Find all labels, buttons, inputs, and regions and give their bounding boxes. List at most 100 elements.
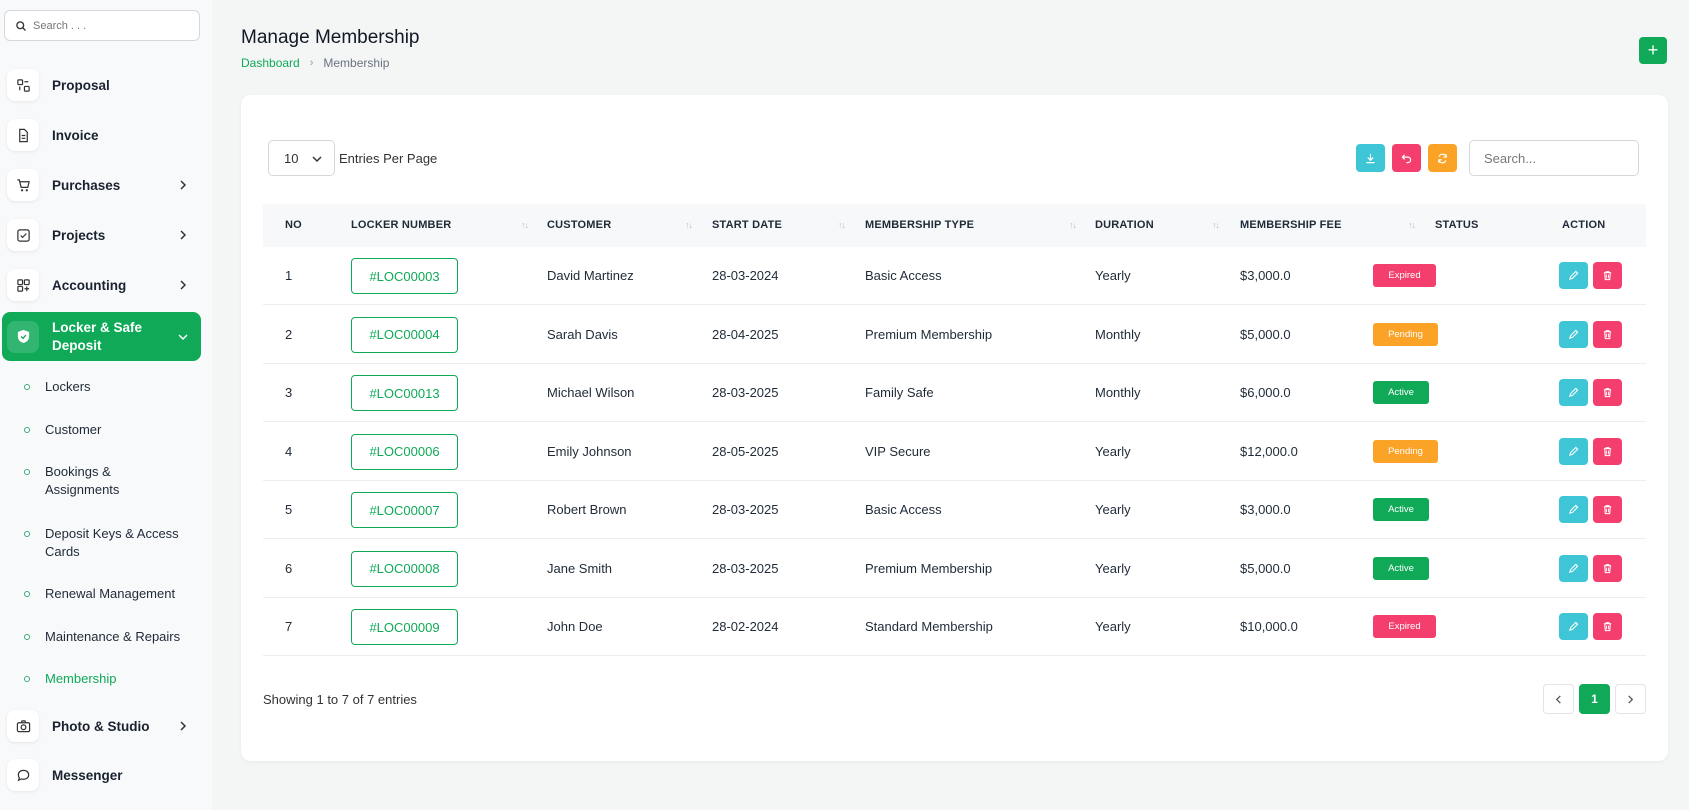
download-icon: [1366, 153, 1375, 163]
status-badge: Expired: [1373, 264, 1436, 287]
sort-icon[interactable]: ↑↓: [521, 220, 529, 230]
chevron-right-icon: [180, 280, 187, 290]
cell-no: 7: [285, 619, 293, 634]
entries-per-page-label: Entries Per Page: [339, 151, 438, 166]
sidebar: Search . . . Proposal Invoice Purchases …: [0, 0, 212, 810]
download-button[interactable]: [1356, 144, 1385, 172]
sidebar-subitem-label: Membership: [45, 671, 117, 686]
add-membership-button[interactable]: +: [1639, 37, 1667, 64]
edit-button[interactable]: [1559, 262, 1588, 289]
edit-button[interactable]: [1559, 437, 1588, 465]
pencil-icon: [1568, 387, 1579, 398]
locker-number-link[interactable]: #LOC00007: [351, 492, 458, 528]
trash-icon: [1603, 505, 1612, 515]
cell-customer: Jane Smith: [547, 560, 613, 576]
delete-button[interactable]: [1593, 554, 1622, 582]
sidebar-item-label: Photo & Studio: [52, 718, 150, 734]
edit-button[interactable]: [1559, 379, 1588, 406]
column-header-locker-number[interactable]: LOCKER NUMBER: [351, 219, 452, 231]
table-row: 7 #LOC00009 John Doe 28-02-2024 Standard Mem…: [263, 598, 1646, 656]
table-row: 6 #LOC00008 Jane Smith 28-03-2025 Premium Me…: [263, 540, 1646, 598]
entries-select-value: 10: [284, 150, 299, 166]
cell-membership-fee: $12,000.0: [1240, 443, 1298, 459]
sidebar-item-purchases[interactable]: Purchases: [0, 162, 212, 208]
status-badge: Expired: [1373, 615, 1436, 638]
page-1-button[interactable]: 1: [1579, 684, 1610, 714]
delete-button[interactable]: [1593, 320, 1622, 348]
table-search-input[interactable]: Search...: [1469, 140, 1639, 176]
bullet-icon: [24, 427, 30, 433]
previous-page-button[interactable]: [1543, 684, 1574, 714]
sidebar-subitem-label: Deposit Keys & Access Cards: [45, 526, 179, 559]
locker-number-link[interactable]: #LOC00004: [351, 316, 458, 353]
cell-duration: Yearly: [1095, 443, 1131, 459]
edit-button[interactable]: [1559, 496, 1588, 523]
edit-button[interactable]: [1559, 613, 1588, 640]
cell-start-date: 28-03-2025: [712, 385, 779, 400]
sort-icon[interactable]: ↑↓: [1212, 220, 1220, 230]
cell-no: 4: [285, 443, 293, 459]
sidebar-item-accounting[interactable]: Accounting: [0, 262, 212, 308]
status-badge: Active: [1373, 498, 1429, 521]
column-header-start-date[interactable]: START DATE: [712, 219, 783, 231]
edit-button[interactable]: [1559, 320, 1588, 348]
trash-icon: [1603, 622, 1612, 632]
shield-icon: [7, 320, 39, 353]
delete-button[interactable]: [1593, 262, 1622, 289]
undo-button[interactable]: [1392, 144, 1421, 172]
locker-number-link[interactable]: #LOC00013: [351, 375, 458, 411]
bullet-icon: [24, 634, 30, 640]
delete-button[interactable]: [1593, 437, 1622, 465]
sidebar-search-input[interactable]: Search . . .: [4, 10, 200, 41]
sidebar-item-photo-studio[interactable]: Photo & Studio: [0, 703, 212, 749]
breadcrumb-home-link[interactable]: Dashboard: [241, 56, 300, 70]
bullet-icon: [24, 591, 30, 597]
next-page-button[interactable]: [1615, 684, 1646, 714]
bullet-icon: [24, 469, 30, 475]
bullet-icon: [24, 531, 30, 537]
trash-icon: [1603, 563, 1612, 573]
search-icon: [16, 20, 26, 31]
column-header-duration[interactable]: DURATION: [1095, 219, 1154, 231]
delete-button[interactable]: [1593, 379, 1622, 406]
breadcrumb: Dashboard › Membership: [241, 56, 389, 70]
sidebar-item-messenger[interactable]: Messenger: [0, 752, 212, 798]
status-badge: Active: [1373, 556, 1429, 580]
sidebar-subitem-label: Renewal Management: [45, 586, 176, 601]
pencil-icon: [1568, 446, 1579, 456]
locker-number-link[interactable]: #LOC00009: [351, 609, 458, 645]
sort-icon[interactable]: ↑↓: [838, 220, 846, 230]
sort-icon[interactable]: ↑↓: [685, 220, 693, 230]
sort-icon[interactable]: ↑↓: [1069, 220, 1077, 230]
delete-button[interactable]: [1593, 613, 1622, 640]
status-badge: Pending: [1373, 322, 1438, 346]
page-title: Manage Membership: [241, 27, 420, 48]
column-header-no[interactable]: NO: [285, 219, 302, 231]
cell-no: 2: [285, 326, 293, 342]
bullet-icon: [24, 384, 30, 390]
refresh-button[interactable]: [1428, 144, 1457, 172]
edit-button[interactable]: [1559, 554, 1588, 582]
sidebar-subitem-label: Maintenance & Repairs: [45, 629, 181, 644]
bullet-icon: [24, 676, 30, 682]
sidebar-item-invoice[interactable]: Invoice: [0, 112, 212, 158]
locker-number-link[interactable]: #LOC00008: [351, 550, 458, 587]
column-header-membership-fee[interactable]: MEMBERSHIP FEE: [1240, 219, 1342, 231]
sidebar-item-projects[interactable]: Projects: [0, 212, 212, 258]
cell-duration: Yearly: [1095, 502, 1131, 517]
sidebar-item-proposal[interactable]: Proposal: [0, 62, 212, 108]
cell-customer: John Doe: [547, 619, 603, 634]
sort-icon[interactable]: ↑↓: [1408, 220, 1416, 230]
locker-number-link[interactable]: #LOC00006: [351, 433, 458, 470]
column-header-membership-type[interactable]: MEMBERSHIP TYPE: [865, 219, 975, 231]
invoice-icon: [7, 119, 39, 151]
cell-customer: Sarah Davis: [547, 326, 618, 342]
column-header-status[interactable]: STATUS: [1435, 219, 1479, 231]
delete-button[interactable]: [1593, 496, 1622, 523]
sidebar-item-label: Purchases: [52, 177, 121, 193]
entries-per-page-select[interactable]: 10: [268, 140, 335, 176]
sidebar-item-locker-safe-deposit[interactable]: Locker & Safe Deposit: [2, 312, 201, 361]
column-header-customer[interactable]: CUSTOMER: [547, 219, 612, 231]
locker-number-link[interactable]: #LOC00003: [351, 258, 458, 294]
cell-membership-type: VIP Secure: [865, 443, 931, 459]
